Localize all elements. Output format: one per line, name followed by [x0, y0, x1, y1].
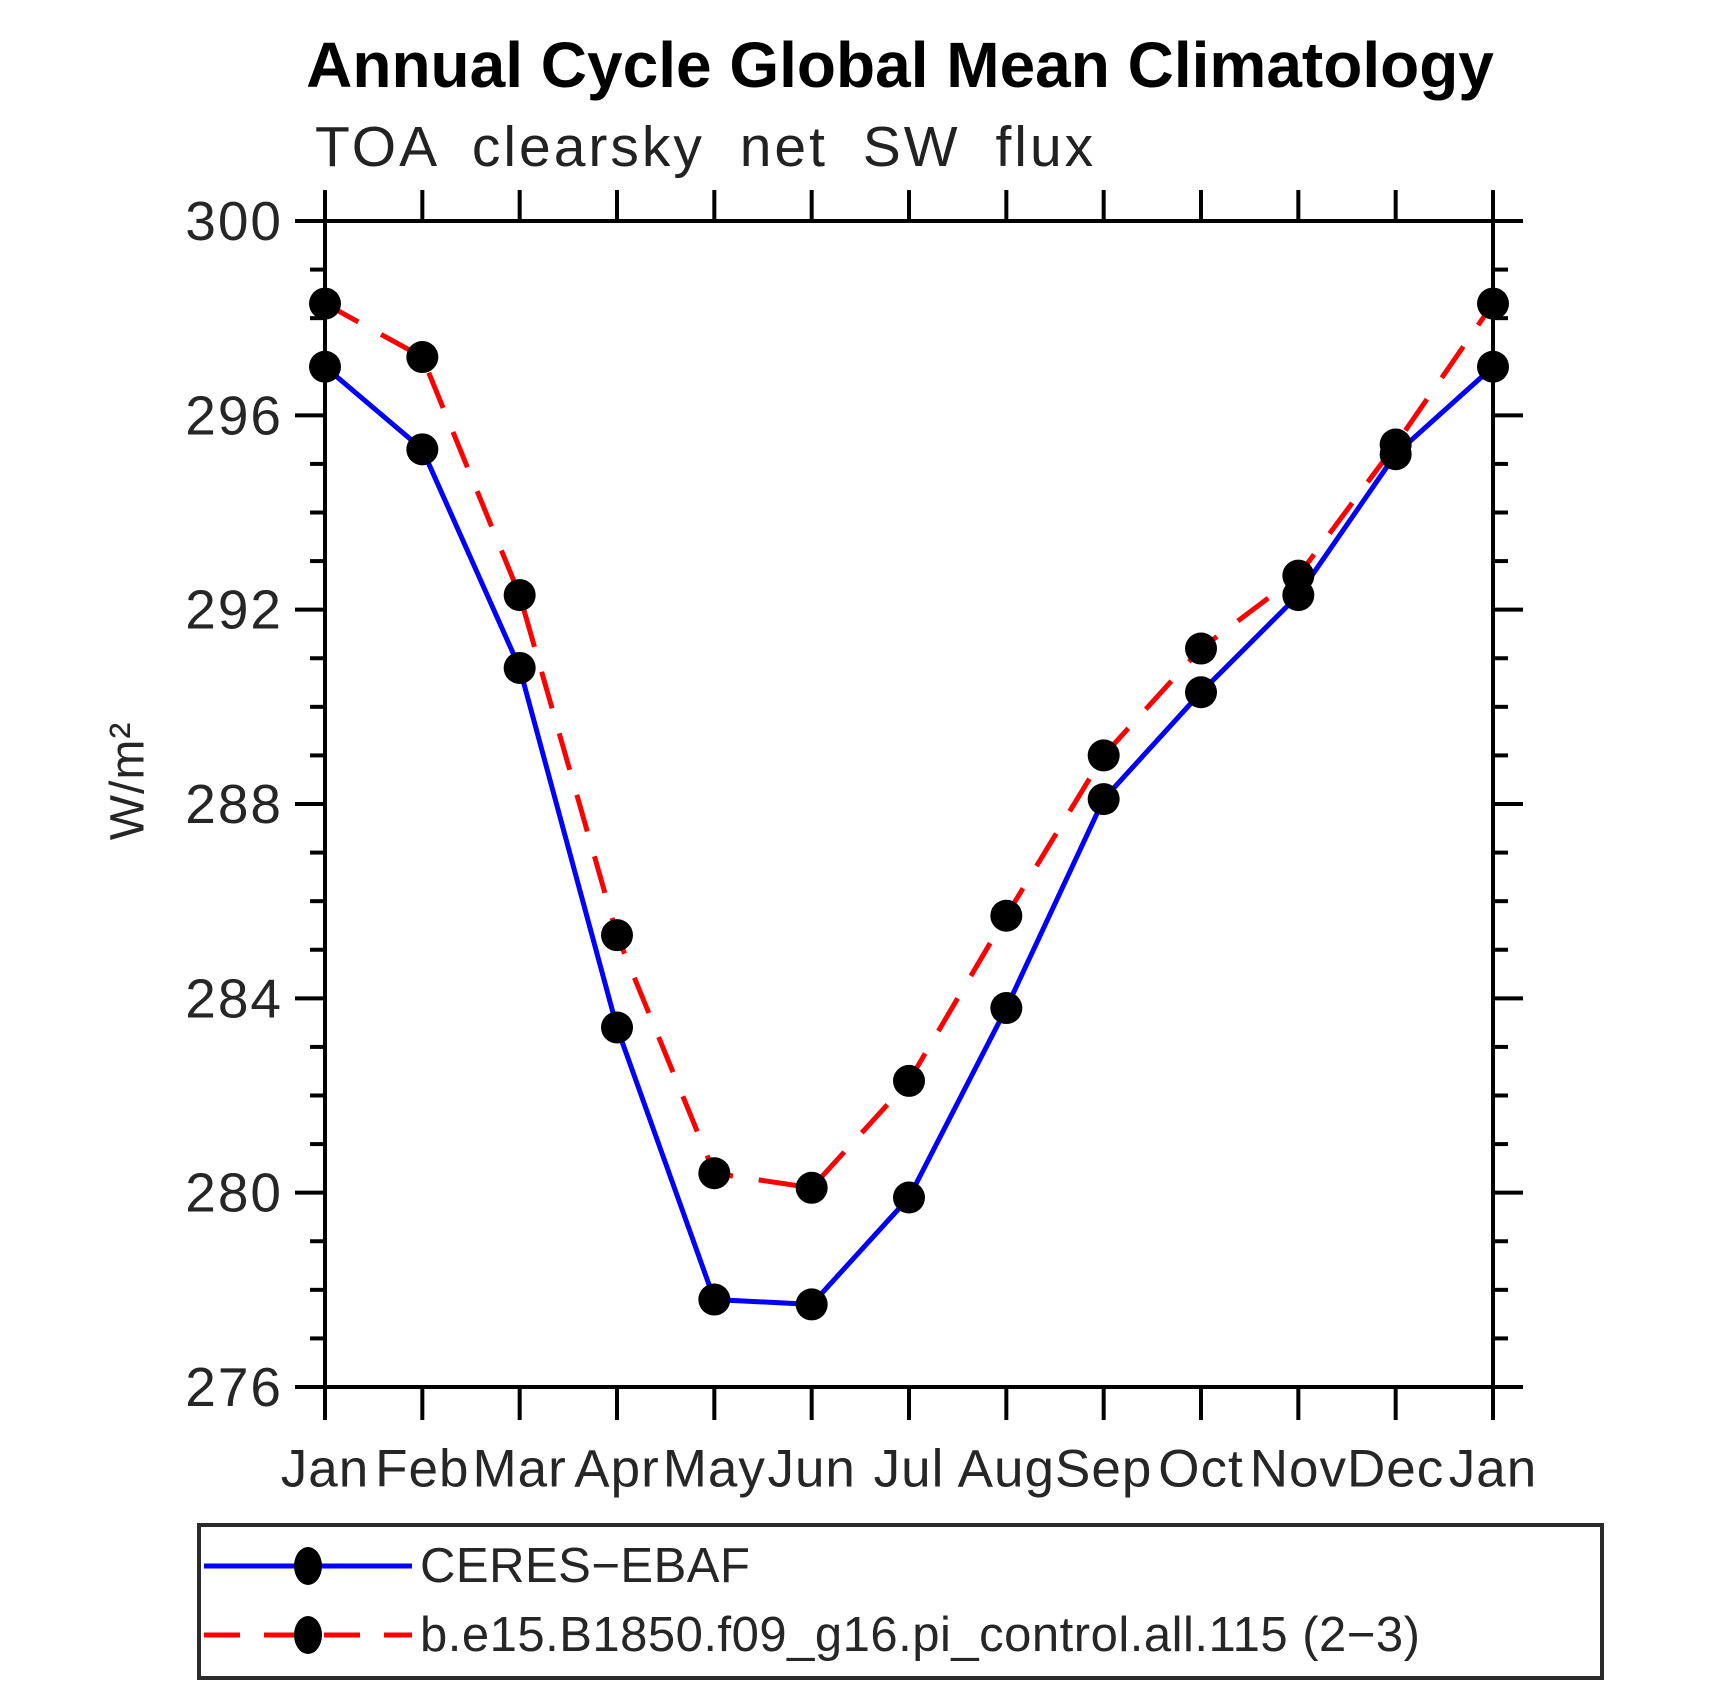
x-axis-tick-label: Mar	[473, 1440, 567, 1499]
legend: CERES−EBAF b.e15.B1850.f09_g16.pi_contro…	[197, 1523, 1604, 1680]
data-point-ceres-ebaf-jan-12	[1477, 350, 1509, 383]
chart-subtitle: TOA clearsky net SW flux	[315, 115, 1097, 179]
series-line-ceres-ebaf	[323, 364, 1495, 1307]
data-point-ceres-ebaf-mar-2	[503, 651, 536, 684]
data-point-b-e15-b1850-f09-g16-pi-control-all-115-2-3-mar-2	[503, 579, 536, 612]
y-axis-title: W/m²	[102, 722, 155, 841]
legend-label: CERES−EBAF	[420, 1539, 751, 1593]
y-axis-tick-label: 292	[185, 579, 283, 641]
data-point-ceres-ebaf-feb-1	[406, 433, 439, 466]
x-axis-tick-label: Nov	[1250, 1440, 1347, 1499]
legend-marker-dot-icon	[294, 1616, 322, 1654]
x-axis-tick-label: Sep	[1055, 1440, 1152, 1499]
data-point-b-e15-b1850-f09-g16-pi-control-all-115-2-3-jan-0	[309, 287, 341, 320]
data-point-b-e15-b1850-f09-g16-pi-control-all-115-2-3-jun-5	[795, 1171, 828, 1204]
data-point-b-e15-b1850-f09-g16-pi-control-all-115-2-3-jan-12	[1477, 287, 1509, 320]
x-axis-tick-label: Apr	[574, 1440, 659, 1499]
chart-title: Annual Cycle Global Mean Climatology	[306, 29, 1494, 101]
x-axis-tick-label: Dec	[1347, 1440, 1444, 1499]
data-point-ceres-ebaf-jul-6	[893, 1181, 925, 1214]
legend-label: b.e15.B1850.f09_g16.pi_control.all.115 (…	[420, 1608, 1421, 1662]
y-axis-tick-label: 296	[185, 384, 283, 446]
x-axis-tick-label: Feb	[375, 1440, 469, 1499]
data-point-b-e15-b1850-f09-g16-pi-control-all-115-2-3-sep-8	[1087, 739, 1120, 772]
data-point-ceres-ebaf-jun-5	[795, 1288, 828, 1321]
legend-marker-dot-icon	[294, 1547, 322, 1585]
y-axis-tick-label: 280	[185, 1162, 283, 1224]
data-point-b-e15-b1850-f09-g16-pi-control-all-115-2-3-jul-6	[893, 1064, 925, 1097]
data-point-b-e15-b1850-f09-g16-pi-control-all-115-2-3-dec-11	[1379, 428, 1412, 461]
x-axis-tick-label: Jun	[767, 1440, 855, 1499]
x-axis-tick-label: Jan	[281, 1440, 369, 1499]
series-line-b-e15-b1850-f09-g16-pi-control-all-115-2-3	[323, 301, 1496, 1191]
legend-swatch-model	[204, 1616, 412, 1654]
data-point-ceres-ebaf-aug-7	[990, 992, 1023, 1025]
x-axis-tick-label: Oct	[1158, 1440, 1243, 1499]
y-axis-tick-label: 300	[185, 190, 283, 252]
data-point-b-e15-b1850-f09-g16-pi-control-all-115-2-3-apr-3	[601, 919, 633, 952]
data-point-b-e15-b1850-f09-g16-pi-control-all-115-2-3-feb-1	[406, 341, 439, 374]
data-point-b-e15-b1850-f09-g16-pi-control-all-115-2-3-may-4	[698, 1157, 731, 1190]
legend-item: CERES−EBAF	[201, 1532, 750, 1600]
data-point-b-e15-b1850-f09-g16-pi-control-all-115-2-3-nov-10	[1282, 559, 1315, 592]
legend-item: b.e15.B1850.f09_g16.pi_control.all.115 (…	[201, 1601, 1420, 1669]
data-point-ceres-ebaf-jan-0	[309, 350, 341, 383]
data-point-ceres-ebaf-may-4	[698, 1283, 731, 1316]
x-axis-tick-label: May	[663, 1440, 766, 1499]
data-point-b-e15-b1850-f09-g16-pi-control-all-115-2-3-oct-9	[1185, 632, 1217, 665]
data-point-ceres-ebaf-sep-8	[1087, 783, 1120, 816]
y-axis-tick-label: 284	[185, 967, 283, 1029]
x-axis-tick-label: Jan	[1449, 1440, 1537, 1499]
data-point-ceres-ebaf-oct-9	[1185, 676, 1217, 709]
x-axis-tick-label: Aug	[958, 1440, 1055, 1499]
legend-swatch-ceres-ebaf	[204, 1547, 412, 1585]
y-axis-tick-label: 288	[185, 773, 283, 835]
data-point-b-e15-b1850-f09-g16-pi-control-all-115-2-3-aug-7	[990, 899, 1023, 932]
data-point-ceres-ebaf-apr-3	[601, 1011, 633, 1044]
y-axis-tick-label: 276	[185, 1356, 283, 1418]
x-axis-tick-label: Jul	[874, 1440, 945, 1499]
